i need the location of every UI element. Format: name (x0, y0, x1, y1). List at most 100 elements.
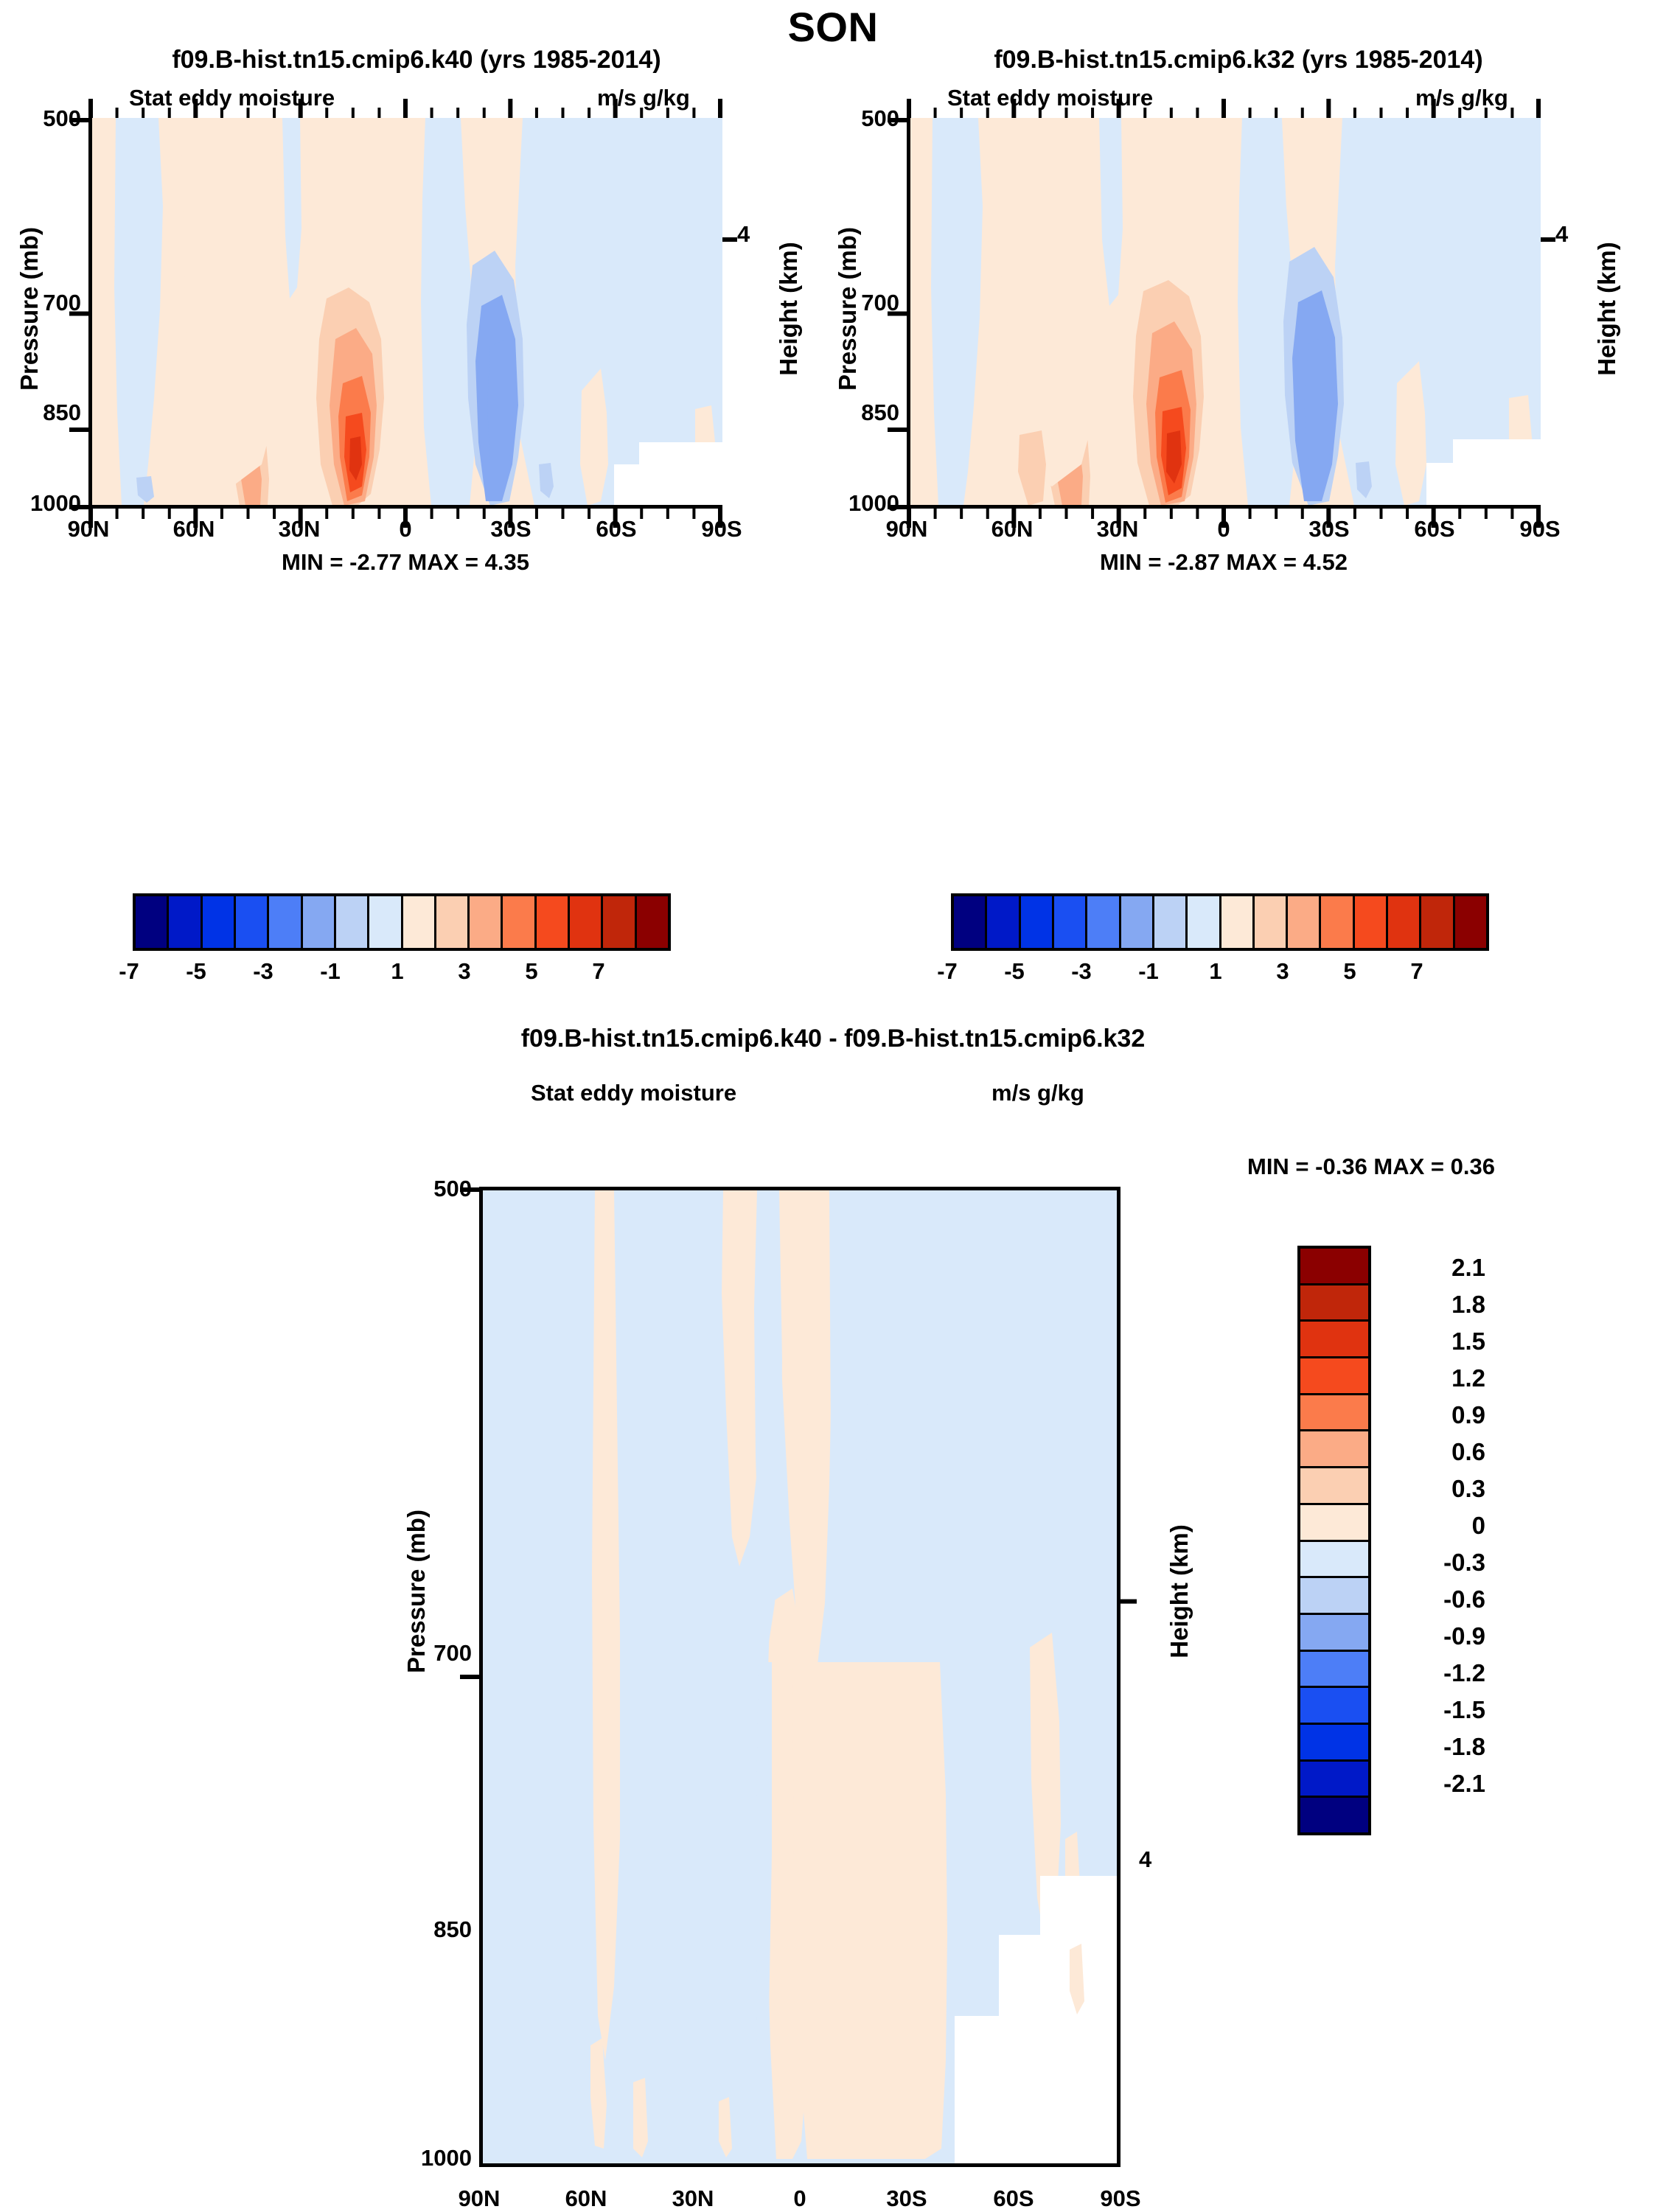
panel-bottom-ytick-850: 850 (433, 1916, 472, 1942)
panel-bottom-variable-label: Stat eddy moisture (531, 1080, 737, 1106)
colorbar-topright-label-3: -1 (1138, 958, 1159, 984)
panel-topleft-xtick-30N: 30N (278, 516, 321, 542)
panel-bottom-plot-area[interactable] (479, 1187, 1120, 2167)
figure-root: SON f09.B-hist.tn15.cmip6.k40 (yrs 1985-… (15, 4, 1620, 2211)
colorbar-topleft[interactable] (133, 893, 671, 951)
colorbar-topright-label-5: 3 (1276, 958, 1289, 984)
panel-topleft-title: f09.B-hist.tn15.cmip6.k40 (yrs 1985-2014… (172, 46, 661, 74)
panel-topleft-minmax: MIN = -2.77 MAX = 4.35 (282, 549, 529, 575)
panel-topright-rtick-4: 4 (1555, 221, 1569, 247)
panel-bottom-ylabel: Pressure (mb) (402, 1510, 430, 1673)
panel-topleft-units-label: m/s g/kg (597, 85, 690, 111)
colorbar-cell-3 (235, 896, 270, 948)
colorbar-bottom-label-13: -1.8 (1443, 1733, 1485, 1760)
panel-topright-xtick-30S: 30S (1308, 516, 1350, 542)
colorbar-cell-11 (1300, 1651, 1368, 1689)
panel-topright-variable-label: Stat eddy moisture (947, 85, 1154, 111)
panel-topright-xtick-60S: 60S (1414, 516, 1455, 542)
colorbar-topright-label-2: -3 (1071, 958, 1092, 984)
colorbar-cell-0 (136, 896, 170, 948)
colorbar-cell-13 (570, 896, 604, 948)
colorbar-topleft-label-1: -5 (186, 958, 206, 984)
panel-bottom-ytick-700: 700 (433, 1640, 472, 1666)
colorbar-cell-14 (1300, 1761, 1368, 1798)
panel-bottom-xtick-90S: 90S (1100, 2185, 1141, 2211)
colorbar-cell-12 (536, 896, 571, 948)
panel-topright-xtick-30N: 30N (1096, 516, 1139, 542)
panel-topleft-xtick-30S: 30S (490, 516, 531, 542)
colorbar-topright-label-6: 5 (1343, 958, 1356, 984)
panel-topleft-xtick-0: 0 (399, 516, 412, 542)
panel-topright-xtick-90S: 90S (1519, 516, 1561, 542)
colorbar-bottom-label-3: 1.2 (1451, 1364, 1485, 1392)
colorbar-cell-5 (1120, 896, 1154, 948)
colorbar-cell-2 (202, 896, 236, 948)
colorbar-cell-7 (1300, 1504, 1368, 1542)
colorbar-bottom-label-1: 1.8 (1451, 1291, 1485, 1318)
colorbar-bottom-label-4: 0.9 (1451, 1401, 1485, 1428)
panel-topleft-variable-label: Stat eddy moisture (129, 85, 335, 111)
colorbar-topright[interactable] (951, 893, 1489, 951)
colorbar-cell-11 (1321, 896, 1355, 948)
panel-bottom-xtick-30N: 30N (672, 2185, 714, 2211)
panel-bottom-ytick-1000: 1000 (421, 2145, 472, 2171)
figure-suptitle: SON (787, 4, 879, 50)
colorbar-cell-2 (1020, 896, 1054, 948)
colorbar-cell-8 (1300, 1541, 1368, 1579)
panel-bottom-rtick-4: 4 (1139, 1846, 1152, 1872)
panel-bottom-xtick-60N: 60N (565, 2185, 607, 2211)
colorbar-cell-8 (402, 896, 436, 948)
panel-topright-ytick-700: 700 (861, 290, 899, 315)
colorbar-bottom-label-14: -2.1 (1443, 1770, 1485, 1797)
panel-topright-minmax: MIN = -2.87 MAX = 4.52 (1100, 549, 1348, 575)
panel-topright-ytick-500: 500 (861, 105, 899, 131)
colorbar-bottom-label-0: 2.1 (1451, 1254, 1485, 1281)
colorbar-cell-5 (302, 896, 336, 948)
panel-bottom-xtick-30S: 30S (886, 2185, 927, 2211)
colorbar-cell-6 (335, 896, 370, 948)
panel-bottom-right-label: Height (km) (1165, 1524, 1193, 1658)
colorbar-topleft-label-6: 5 (525, 958, 538, 984)
colorbar-topleft-label-4: 1 (391, 958, 404, 984)
colorbar-cell-5 (1300, 1431, 1368, 1469)
colorbar-cell-9 (1254, 896, 1289, 948)
colorbar-cell-15 (636, 896, 668, 948)
panel-topleft-ytick-700: 700 (43, 290, 81, 315)
panel-topleft-xtick-90S: 90S (701, 516, 742, 542)
colorbar-topright-label-7: 7 (1410, 958, 1423, 984)
colorbar-cell-1 (1300, 1285, 1368, 1322)
colorbar-cell-4 (1087, 896, 1121, 948)
panel-topleft-xtick-90N: 90N (67, 516, 110, 542)
panel-topright-right-label: Height (km) (1593, 242, 1620, 376)
colorbar-cell-13 (1388, 896, 1422, 948)
colorbar-cell-12 (1354, 896, 1389, 948)
colorbar-bottom[interactable] (1297, 1246, 1371, 1835)
panel-topleft-ytick-1000: 1000 (30, 490, 81, 516)
panel-topright-xtick-90N: 90N (885, 516, 928, 542)
colorbar-cell-3 (1300, 1358, 1368, 1395)
colorbar-cell-7 (1188, 896, 1221, 948)
colorbar-bottom-label-7: 0 (1471, 1512, 1485, 1539)
colorbar-cell-12 (1300, 1688, 1368, 1725)
colorbar-cell-0 (1300, 1249, 1368, 1285)
colorbar-topright-label-1: -5 (1004, 958, 1025, 984)
colorbar-cell-15 (1454, 896, 1486, 948)
colorbar-cell-8 (1221, 896, 1255, 948)
panel-topleft-right-label: Height (km) (775, 242, 802, 376)
colorbar-cell-15 (1300, 1798, 1368, 1832)
colorbar-cell-10 (470, 896, 503, 948)
panel-topright-title: f09.B-hist.tn15.cmip6.k32 (yrs 1985-2014… (994, 46, 1483, 74)
colorbar-cell-0 (954, 896, 988, 948)
colorbar-cell-3 (1053, 896, 1088, 948)
panel-topright-units-label: m/s g/kg (1415, 85, 1508, 111)
panel-topleft-plot-area[interactable] (88, 118, 722, 509)
panel-topright-plot-area[interactable] (907, 118, 1541, 509)
colorbar-bottom-label-5: 0.6 (1451, 1438, 1485, 1465)
panel-bottom-xtick-0: 0 (793, 2185, 806, 2211)
panel-bottom-units-label: m/s g/kg (991, 1080, 1084, 1106)
panel-topright-xtick-60N: 60N (991, 516, 1034, 542)
panel-topleft-rtick-4: 4 (737, 221, 750, 247)
colorbar-topleft-label-5: 3 (458, 958, 471, 984)
colorbar-bottom-label-11: -1.2 (1443, 1659, 1485, 1686)
colorbar-cell-7 (369, 896, 403, 948)
